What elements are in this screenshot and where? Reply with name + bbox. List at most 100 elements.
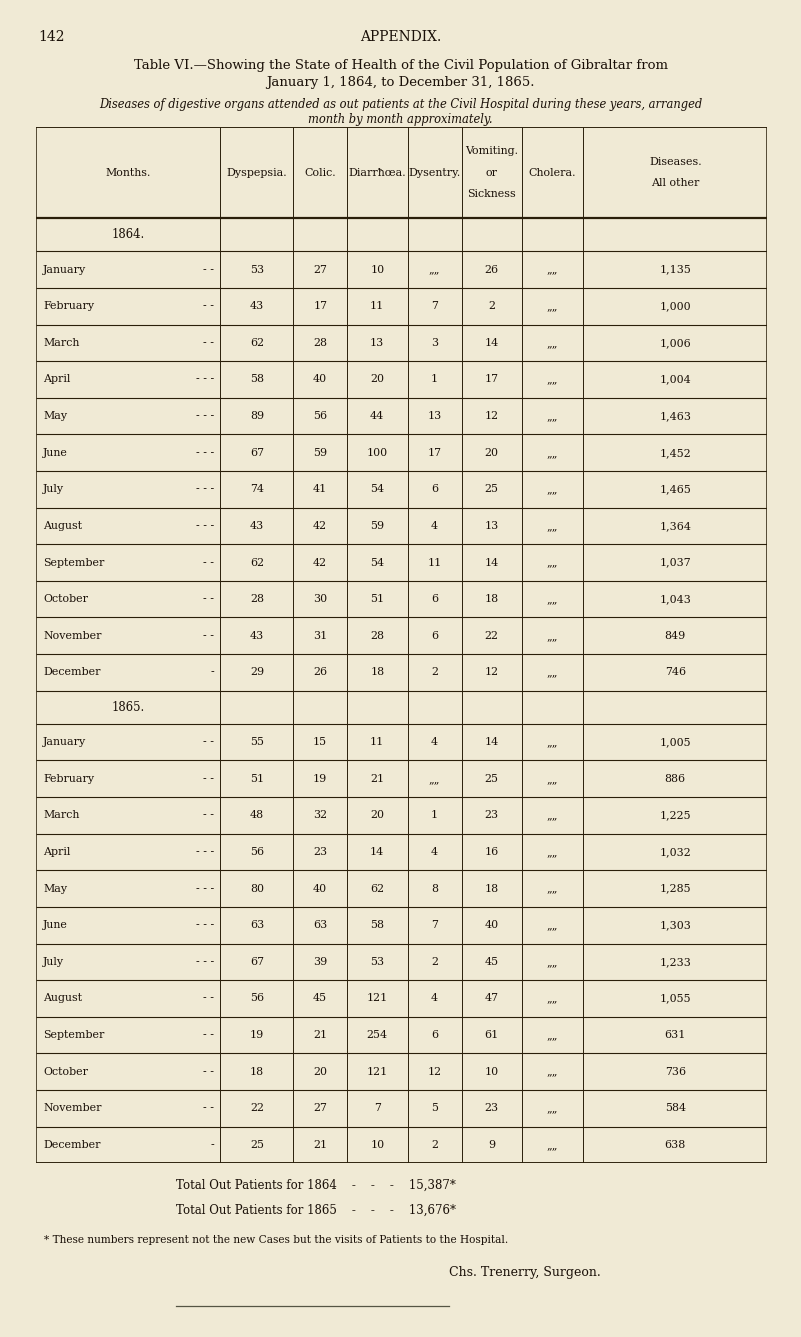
- Text: November: November: [43, 1103, 102, 1114]
- Text: 746: 746: [665, 667, 686, 678]
- Text: „„: „„: [429, 774, 441, 783]
- Text: 100: 100: [367, 448, 388, 457]
- Text: 121: 121: [367, 1067, 388, 1076]
- Text: 21: 21: [370, 774, 384, 783]
- Text: 29: 29: [250, 667, 264, 678]
- Text: Diseases of digestive organs attended as out patients at the Civil Hospital duri: Diseases of digestive organs attended as…: [99, 98, 702, 111]
- Text: 14: 14: [485, 338, 499, 348]
- Text: 26: 26: [485, 265, 499, 274]
- Text: „„: „„: [546, 558, 558, 567]
- Text: 584: 584: [665, 1103, 686, 1114]
- Text: 1,032: 1,032: [659, 848, 691, 857]
- Text: 20: 20: [313, 1067, 327, 1076]
- Text: „„: „„: [546, 848, 558, 857]
- Text: 1,004: 1,004: [659, 374, 691, 385]
- Text: 32: 32: [313, 810, 328, 821]
- Text: 39: 39: [313, 957, 328, 967]
- Text: 2: 2: [431, 957, 438, 967]
- Text: 2: 2: [488, 301, 495, 312]
- Text: 19: 19: [250, 1029, 264, 1040]
- Text: September: September: [43, 558, 105, 567]
- Text: „„: „„: [546, 1103, 558, 1114]
- Text: 51: 51: [250, 774, 264, 783]
- Text: 7: 7: [431, 301, 438, 312]
- Text: 1,225: 1,225: [659, 810, 691, 821]
- Text: 41: 41: [313, 484, 328, 495]
- Text: July: July: [43, 957, 65, 967]
- Text: - -: - -: [203, 265, 215, 274]
- Text: 1: 1: [431, 810, 438, 821]
- Text: -: -: [211, 1140, 215, 1150]
- Text: - -: - -: [203, 301, 215, 312]
- Text: 22: 22: [250, 1103, 264, 1114]
- Text: „„: „„: [429, 265, 441, 274]
- Text: 1865.: 1865.: [111, 701, 145, 714]
- Text: 1,463: 1,463: [659, 410, 691, 421]
- Text: 62: 62: [370, 884, 384, 893]
- Text: „„: „„: [546, 448, 558, 457]
- Text: - -: - -: [203, 774, 215, 783]
- Text: April: April: [43, 848, 70, 857]
- Text: 16: 16: [485, 848, 499, 857]
- Text: - - -: - - -: [196, 410, 215, 421]
- Text: February: February: [43, 301, 95, 312]
- Text: 47: 47: [485, 993, 499, 1004]
- Text: 4: 4: [431, 737, 438, 747]
- Text: „„: „„: [546, 631, 558, 640]
- Text: Cholera.: Cholera.: [529, 167, 576, 178]
- Text: Dyspepsia.: Dyspepsia.: [227, 167, 288, 178]
- Text: 254: 254: [367, 1029, 388, 1040]
- Text: 62: 62: [250, 558, 264, 567]
- Text: June: June: [43, 920, 68, 931]
- Text: All other: All other: [651, 178, 699, 189]
- Text: Table VI.—Showing the State of Health of the Civil Population of Gibraltar from: Table VI.—Showing the State of Health of…: [134, 59, 667, 72]
- Text: 61: 61: [485, 1029, 499, 1040]
- Text: 40: 40: [313, 374, 328, 385]
- Text: „„: „„: [546, 737, 558, 747]
- Text: 2: 2: [431, 1140, 438, 1150]
- Text: 20: 20: [485, 448, 499, 457]
- Text: 58: 58: [370, 920, 384, 931]
- Text: 10: 10: [370, 265, 384, 274]
- Text: 1,364: 1,364: [659, 521, 691, 531]
- Text: 59: 59: [313, 448, 328, 457]
- Text: Sickness: Sickness: [467, 190, 516, 199]
- Text: June: June: [43, 448, 68, 457]
- Text: 1,285: 1,285: [659, 884, 691, 893]
- Text: 7: 7: [374, 1103, 380, 1114]
- Text: February: February: [43, 774, 95, 783]
- Text: 25: 25: [250, 1140, 264, 1150]
- Text: - -: - -: [203, 1029, 215, 1040]
- Text: 18: 18: [485, 594, 499, 604]
- Text: 13: 13: [370, 338, 384, 348]
- Text: 4: 4: [431, 993, 438, 1004]
- Text: 849: 849: [665, 631, 686, 640]
- Text: 10: 10: [485, 1067, 499, 1076]
- Text: 17: 17: [485, 374, 499, 385]
- Text: 638: 638: [665, 1140, 686, 1150]
- Text: 23: 23: [485, 1103, 499, 1114]
- Text: „„: „„: [546, 1140, 558, 1150]
- Text: 40: 40: [313, 884, 328, 893]
- Text: „„: „„: [546, 957, 558, 967]
- Text: 40: 40: [485, 920, 499, 931]
- Text: 43: 43: [250, 301, 264, 312]
- Text: 45: 45: [313, 993, 328, 1004]
- Text: 12: 12: [485, 410, 499, 421]
- Text: „„: „„: [546, 667, 558, 678]
- Text: „„: „„: [546, 265, 558, 274]
- Text: 22: 22: [485, 631, 499, 640]
- Text: 43: 43: [250, 521, 264, 531]
- Text: 21: 21: [313, 1029, 328, 1040]
- Text: September: September: [43, 1029, 105, 1040]
- Text: 142: 142: [38, 29, 65, 44]
- Text: January: January: [43, 737, 87, 747]
- Text: 21: 21: [313, 1140, 328, 1150]
- Text: 53: 53: [250, 265, 264, 274]
- Text: July: July: [43, 484, 65, 495]
- Text: „„: „„: [546, 301, 558, 312]
- Text: 53: 53: [370, 957, 384, 967]
- Text: „„: „„: [546, 810, 558, 821]
- Text: 28: 28: [370, 631, 384, 640]
- Text: 1,006: 1,006: [659, 338, 691, 348]
